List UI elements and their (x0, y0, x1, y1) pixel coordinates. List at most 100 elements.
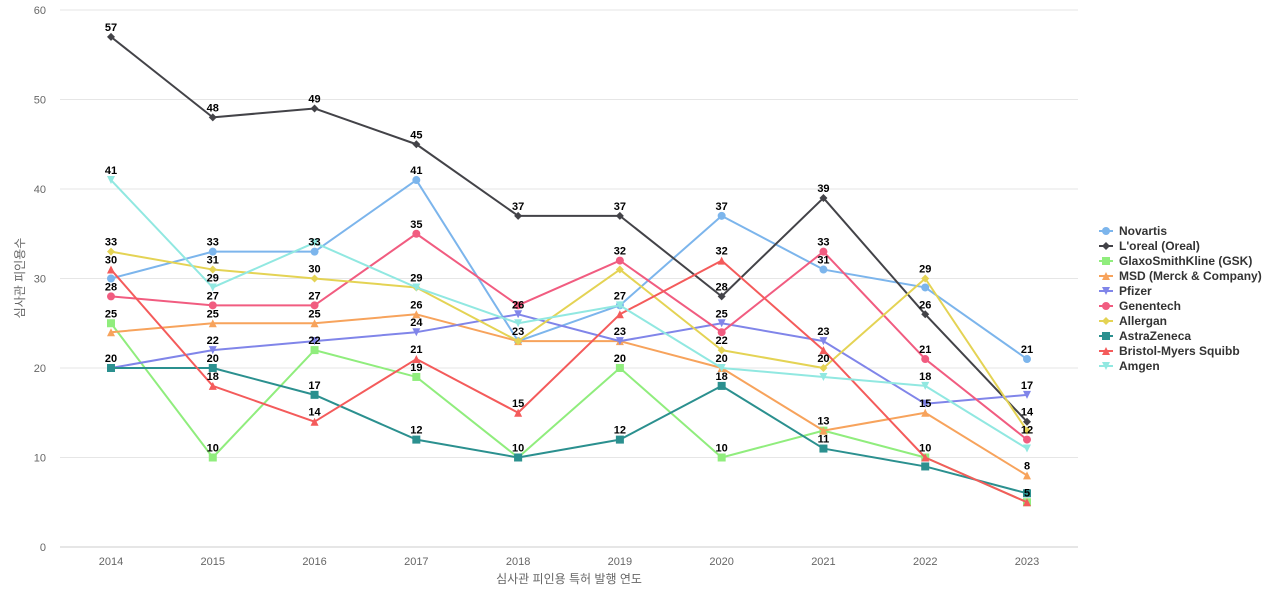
gridlines (60, 9, 1078, 548)
legend-marker (1102, 287, 1110, 295)
data-point (208, 364, 217, 372)
legend-item[interactable]: GlaxoSmithKline (GSK) (1099, 254, 1252, 268)
data-label: 20 (716, 353, 728, 365)
data-point (310, 390, 319, 399)
data-point (107, 292, 115, 301)
data-label: 21 (1021, 344, 1033, 356)
data-label: 33 (308, 237, 320, 249)
data-point (921, 283, 930, 292)
data-label: 22 (716, 335, 728, 347)
data-label: 27 (207, 290, 219, 302)
legend-item[interactable]: Amgen (1099, 359, 1160, 373)
series-line (110, 232, 1028, 441)
y-tick-label: 0 (40, 542, 46, 554)
data-point (310, 346, 319, 355)
legend-item[interactable]: L'oreal (Oreal) (1099, 239, 1200, 253)
data-label: 21 (919, 344, 931, 356)
data-point (412, 229, 421, 238)
data-point (717, 211, 726, 220)
data-label: 32 (614, 246, 626, 258)
data-label: 17 (308, 380, 320, 392)
data-label: 20 (207, 353, 219, 365)
data-label: 10 (512, 443, 524, 455)
data-label: 13 (817, 416, 829, 428)
data-point (310, 301, 319, 310)
data-label: 22 (207, 335, 219, 347)
y-tick-label: 50 (34, 95, 46, 107)
data-point (615, 364, 624, 372)
data-label: 20 (614, 353, 626, 365)
legend-marker (1102, 317, 1110, 325)
series-6 (107, 247, 1031, 435)
legend-label: GlaxoSmithKline (GSK) (1119, 254, 1252, 268)
data-label: 33 (105, 237, 117, 249)
data-point (921, 310, 930, 319)
series-9 (107, 176, 1031, 453)
data-label: 49 (308, 93, 320, 105)
data-label: 19 (410, 362, 422, 374)
series-line (110, 250, 1028, 432)
series-layer (107, 32, 1031, 507)
data-point (107, 247, 115, 256)
data-label: 57 (105, 22, 117, 34)
legend-label: MSD (Merck & Company) (1119, 269, 1262, 283)
data-label: 20 (817, 353, 829, 365)
data-point (717, 346, 726, 355)
data-label: 10 (207, 443, 219, 455)
data-label: 48 (207, 102, 219, 114)
legend-label: AstraZeneca (1119, 329, 1191, 343)
series-line (110, 179, 1028, 450)
y-tick-label: 10 (34, 453, 46, 465)
data-label: 37 (716, 201, 728, 213)
legend-item[interactable]: Allergan (1099, 314, 1167, 328)
data-label: 23 (512, 326, 524, 338)
data-label: 45 (410, 129, 422, 141)
legend-item[interactable]: MSD (Merck & Company) (1099, 269, 1262, 283)
data-point (208, 453, 217, 462)
series-line (110, 259, 1028, 504)
data-point (921, 355, 930, 364)
data-point (1023, 498, 1031, 507)
x-tick-label: 2022 (913, 556, 937, 568)
data-label: 26 (512, 299, 524, 311)
data-label: 24 (410, 317, 423, 329)
x-tick-label: 2023 (1015, 556, 1039, 568)
series-5 (107, 229, 1031, 444)
data-label: 37 (614, 201, 626, 213)
legend-item[interactable]: Genentech (1099, 299, 1181, 313)
legend-label: Amgen (1119, 359, 1160, 373)
data-point (514, 337, 523, 346)
legend-item[interactable]: Novartis (1099, 224, 1167, 238)
data-label: 23 (817, 326, 829, 338)
x-tick-label: 2017 (404, 556, 428, 568)
x-axis-title: 심사관 피인용 특허 발행 연도 (496, 571, 642, 586)
data-label: 25 (716, 308, 728, 320)
data-point (819, 444, 828, 453)
data-point (921, 453, 930, 462)
x-tick-label: 2014 (99, 556, 123, 568)
data-label: 41 (105, 165, 117, 177)
legend-item[interactable]: Pfizer (1099, 284, 1152, 298)
data-label: 29 (410, 272, 422, 284)
legend-label: Genentech (1119, 299, 1181, 313)
data-point (819, 247, 828, 256)
data-point (412, 372, 421, 381)
data-point (208, 381, 217, 390)
y-axis-title: 심사관 피인용수 (13, 238, 27, 319)
data-point (717, 292, 726, 301)
data-point (615, 301, 624, 310)
data-point (717, 256, 726, 265)
data-label: 28 (105, 281, 117, 293)
data-label: 37 (512, 201, 524, 213)
data-point (1023, 471, 1031, 480)
x-tick-label: 2015 (201, 556, 225, 568)
data-point (107, 32, 115, 41)
legend-item[interactable]: Bristol-Myers Squibb (1099, 344, 1240, 358)
data-point (310, 274, 319, 283)
data-point (514, 453, 523, 462)
series-3 (107, 310, 1031, 480)
legend-item[interactable]: AstraZeneca (1099, 329, 1191, 343)
data-point (819, 346, 828, 355)
data-label: 18 (919, 371, 931, 383)
